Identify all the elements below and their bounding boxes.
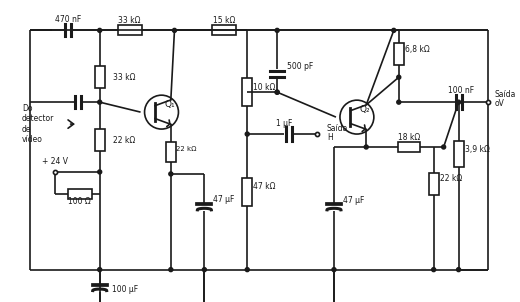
Text: 3,9 kΩ: 3,9 kΩ: [464, 144, 489, 153]
Text: Do
detector
de
vídeo: Do detector de vídeo: [22, 104, 54, 144]
Bar: [242, 78, 252, 106]
Circle shape: [98, 28, 102, 32]
Text: 15 kΩ: 15 kΩ: [213, 16, 236, 25]
Text: oV: oV: [495, 99, 504, 108]
Circle shape: [275, 90, 279, 94]
Text: Q₁: Q₁: [164, 100, 175, 109]
Text: + 24 V: + 24 V: [42, 157, 68, 166]
Bar: [398, 142, 420, 152]
Circle shape: [275, 28, 279, 32]
Bar: [95, 129, 105, 151]
Text: 1 µF: 1 µF: [276, 119, 292, 127]
Text: 33 kΩ: 33 kΩ: [113, 73, 135, 82]
Circle shape: [98, 100, 102, 104]
Circle shape: [275, 90, 279, 94]
Circle shape: [173, 28, 176, 32]
Text: 6,8 kΩ: 6,8 kΩ: [405, 45, 430, 54]
Circle shape: [457, 268, 461, 271]
Text: 22 kΩ: 22 kΩ: [439, 175, 462, 183]
Bar: [453, 141, 463, 167]
Circle shape: [332, 268, 336, 271]
Bar: [95, 66, 105, 88]
Text: 100 Ω: 100 Ω: [68, 197, 91, 206]
Circle shape: [98, 170, 102, 174]
Bar: [166, 142, 176, 162]
Circle shape: [432, 268, 436, 271]
Circle shape: [169, 172, 173, 176]
Circle shape: [202, 268, 206, 271]
Bar: [68, 189, 92, 199]
Bar: [394, 43, 404, 65]
Text: 47 µF: 47 µF: [213, 195, 235, 204]
Circle shape: [457, 100, 461, 104]
Circle shape: [245, 132, 249, 136]
Bar: [118, 25, 141, 35]
Text: 18 kΩ: 18 kΩ: [398, 133, 420, 142]
Text: Q₂: Q₂: [359, 104, 370, 114]
Circle shape: [392, 28, 396, 32]
Bar: [212, 25, 236, 35]
Text: 22 kΩ: 22 kΩ: [176, 146, 197, 152]
Text: 47 kΩ: 47 kΩ: [253, 182, 276, 191]
Text: 22 kΩ: 22 kΩ: [113, 136, 135, 145]
Circle shape: [364, 145, 368, 149]
Text: 500 pF: 500 pF: [287, 62, 314, 71]
Bar: [428, 173, 439, 195]
Text: 47 µF: 47 µF: [343, 196, 365, 205]
Text: 100 nF: 100 nF: [448, 86, 474, 95]
Circle shape: [397, 100, 401, 104]
Text: 10 kΩ: 10 kΩ: [253, 83, 276, 92]
Text: H: H: [327, 133, 333, 142]
Circle shape: [98, 268, 102, 271]
Circle shape: [441, 145, 446, 149]
Circle shape: [397, 75, 401, 79]
Text: 33 kΩ: 33 kΩ: [119, 16, 141, 25]
Bar: [242, 178, 252, 206]
Circle shape: [169, 268, 173, 271]
Text: 470 nF: 470 nF: [55, 15, 81, 24]
Text: 100 µF: 100 µF: [112, 285, 138, 294]
Circle shape: [245, 268, 249, 271]
Text: Saída: Saída: [495, 90, 516, 99]
Text: Saída: Saída: [327, 124, 348, 133]
